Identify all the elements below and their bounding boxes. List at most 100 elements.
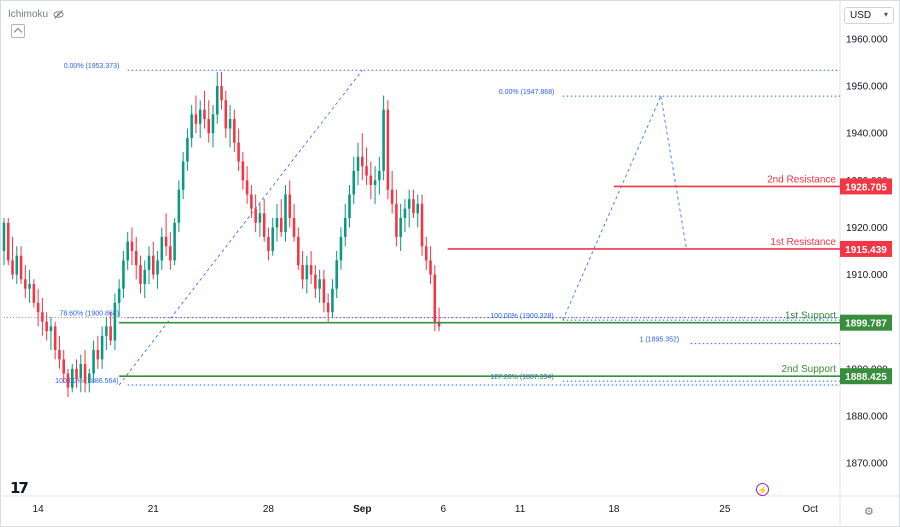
candle-body [297, 236, 300, 266]
candle-body [92, 349, 95, 374]
candle-body [424, 246, 428, 261]
candle-body [53, 326, 57, 350]
y-tick-label: 1880.000 [846, 411, 888, 422]
y-tick-label: 1940.000 [846, 129, 888, 140]
candle-body [113, 302, 117, 341]
gear-icon[interactable]: ⚙ [864, 506, 874, 518]
candle-body [169, 246, 172, 261]
fib-level-label: 1 (1895.352) [640, 337, 680, 344]
y-tick-label: 1910.000 [846, 270, 888, 281]
candle-body [117, 288, 121, 303]
indicator-legend[interactable]: Ichimoku [8, 9, 64, 20]
candle-body [331, 288, 334, 313]
tradingview-logo-icon[interactable]: 17 [10, 479, 29, 497]
candle-body [194, 114, 198, 124]
candle-body [437, 321, 441, 327]
collapse-legend-icon[interactable] [11, 24, 25, 38]
candle-body [211, 114, 215, 134]
price-tag-label: 1888.425 [845, 372, 887, 383]
candle-body [288, 194, 292, 219]
candle-body [262, 213, 266, 237]
lightning-icon[interactable]: ⚡ [756, 483, 769, 496]
candle-body [173, 222, 176, 261]
candle-body [429, 260, 432, 275]
candle-body [105, 326, 108, 336]
candle-body [271, 227, 274, 251]
candle-body [122, 260, 125, 289]
candle-body [186, 137, 189, 162]
candle-body [41, 312, 44, 322]
currency-select[interactable]: USD ▾ [844, 7, 894, 24]
candle-body [100, 335, 104, 360]
x-tick-label: 6 [441, 504, 447, 515]
candle-body [403, 208, 407, 219]
candle-body [126, 241, 129, 261]
eye-icon[interactable] [53, 9, 64, 20]
candle-body [305, 265, 309, 280]
candle-body [378, 170, 381, 181]
candle-body [292, 218, 296, 237]
candle-body [361, 156, 364, 167]
x-tick-label: 18 [608, 504, 620, 515]
y-tick-label: 1950.000 [846, 82, 888, 93]
candle-body [233, 119, 236, 143]
resistance-label: 2nd Resistance [767, 174, 836, 185]
candle-body [267, 236, 270, 251]
x-tick-label: Oct [802, 504, 818, 515]
candle-body [36, 302, 40, 313]
candle-body [348, 194, 351, 219]
y-tick-label: 1870.000 [846, 459, 888, 470]
fib-level-label: 100.00% (1886.564) [55, 378, 118, 385]
candle-body [407, 199, 411, 209]
candle-body [24, 279, 27, 289]
price-tag [840, 178, 892, 195]
candle-body [309, 265, 313, 275]
candle-body [326, 302, 330, 313]
candle-body [83, 364, 87, 383]
candle-body [2, 222, 6, 251]
candle-body [70, 368, 74, 388]
candle-body [203, 109, 206, 120]
candle-body [258, 213, 262, 223]
price-tag-label: 1899.787 [845, 319, 887, 330]
candle-body [62, 359, 65, 374]
price-tag [840, 368, 892, 385]
y-tick-label: 1920.000 [846, 223, 888, 234]
x-tick-label: 21 [148, 504, 160, 515]
candle-body [181, 161, 185, 190]
chevron-down-icon: ▾ [883, 10, 888, 19]
candle-body [198, 109, 202, 124]
price-tag [840, 314, 892, 331]
candle-body [79, 364, 83, 379]
candle-body [224, 100, 228, 129]
candle-body [369, 175, 373, 186]
fib-level-label: 0.00% (1953.373) [64, 63, 120, 70]
fib-level-label: 127.20% (1887.394) [490, 374, 553, 381]
candle-body [177, 189, 181, 223]
candle-body [284, 194, 287, 233]
candle-body [109, 326, 112, 341]
candle-body [66, 373, 70, 388]
fib-level-label: 78.60% (1900.868) [59, 311, 119, 318]
candle-body [207, 119, 211, 134]
price-tag [840, 240, 892, 257]
candle-body [416, 203, 420, 214]
candle-body [134, 251, 138, 266]
candle-body [130, 241, 134, 251]
candle-body [339, 236, 343, 261]
candle-body [382, 109, 385, 171]
candle-body [49, 326, 53, 332]
candle-body [6, 222, 10, 261]
support-label: 1st Support [785, 311, 836, 322]
candle-body [318, 279, 321, 289]
candle-body [250, 194, 253, 209]
candle-body [164, 236, 168, 247]
candle-body [88, 373, 91, 383]
candle-body [373, 180, 377, 186]
candle-body [28, 283, 31, 289]
y-tick-label: 1960.000 [846, 34, 888, 45]
candle-body [147, 255, 151, 270]
price-tag-label: 1915.439 [845, 245, 887, 256]
price-tag-label: 1928.705 [845, 182, 887, 193]
